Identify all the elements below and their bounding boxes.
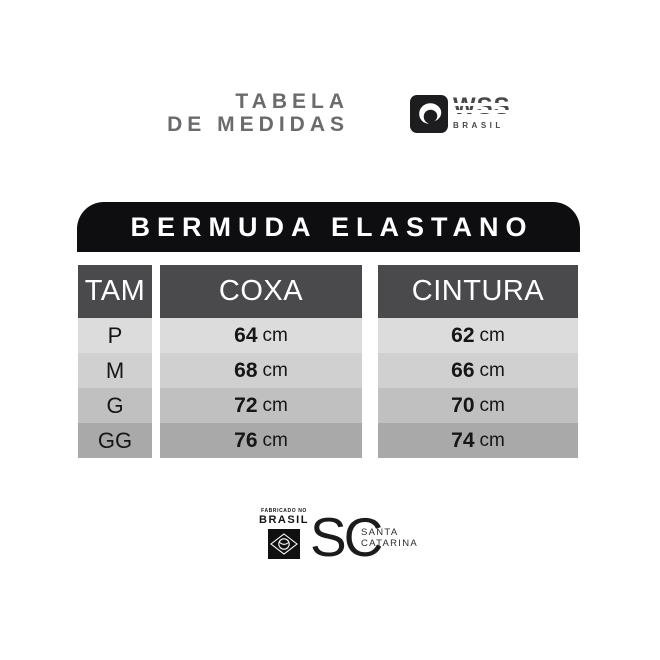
coxa-value-cell: 64 cm xyxy=(160,318,362,353)
sc-monogram: SC xyxy=(310,506,383,568)
brand-name: WSS xyxy=(452,93,511,120)
size-cell-g: G xyxy=(78,388,152,423)
santa-catarina-logo: SC SANTA CATARINA xyxy=(310,506,417,568)
made-in-brazil-badge: FABRICADO NO BRASIL xyxy=(255,508,313,559)
cintura-value-cell: 66 cm xyxy=(378,353,578,388)
made-in-label: FABRICADO NO xyxy=(261,508,307,514)
column-cintura: CINTURA 62 cm 66 cm 70 cm 74 cm xyxy=(378,265,578,458)
product-banner-title: BERMUDA ELASTANO xyxy=(130,211,534,242)
brazil-flag-icon xyxy=(268,529,300,559)
column-header-coxa: COXA xyxy=(160,265,362,318)
column-coxa: COXA 64 cm 68 cm 72 cm 76 cm xyxy=(160,265,362,458)
product-banner: BERMUDA ELASTANO xyxy=(77,202,580,252)
wss-brand-logo: WSS BRASIL xyxy=(410,95,511,133)
coxa-value-cell: 72 cm xyxy=(160,388,362,423)
sc-state-name: SANTA CATARINA xyxy=(361,527,419,549)
size-cell-gg: GG xyxy=(78,423,152,458)
page-title-line2: DE MEDIDAS xyxy=(167,113,349,136)
coxa-value-cell: 68 cm xyxy=(160,353,362,388)
size-cell-m: M xyxy=(78,353,152,388)
coxa-value-cell: 76 cm xyxy=(160,423,362,458)
made-in-country: BRASIL xyxy=(259,514,309,526)
brand-subtitle: BRASIL xyxy=(453,121,504,130)
size-cell-p: P xyxy=(78,318,152,353)
brand-text: WSS BRASIL xyxy=(452,93,511,133)
size-table: TAM P M G GG COXA 64 cm 68 cm 72 cm 76 cm CI… xyxy=(78,265,578,458)
column-header-cintura: CINTURA xyxy=(378,265,578,318)
sc-state-line1: SANTA xyxy=(361,527,399,538)
cintura-value-cell: 74 cm xyxy=(378,423,578,458)
wave-icon xyxy=(410,95,448,133)
column-tam: TAM P M G GG xyxy=(78,265,152,458)
sc-state-line2: CATARINA xyxy=(361,537,419,549)
column-header-tam: TAM xyxy=(78,265,152,318)
cintura-value-cell: 70 cm xyxy=(378,388,578,423)
page-title-line1: TABELA xyxy=(235,90,349,113)
cintura-value-cell: 62 cm xyxy=(378,318,578,353)
page-title: TABELA DE MEDIDAS xyxy=(0,90,349,136)
